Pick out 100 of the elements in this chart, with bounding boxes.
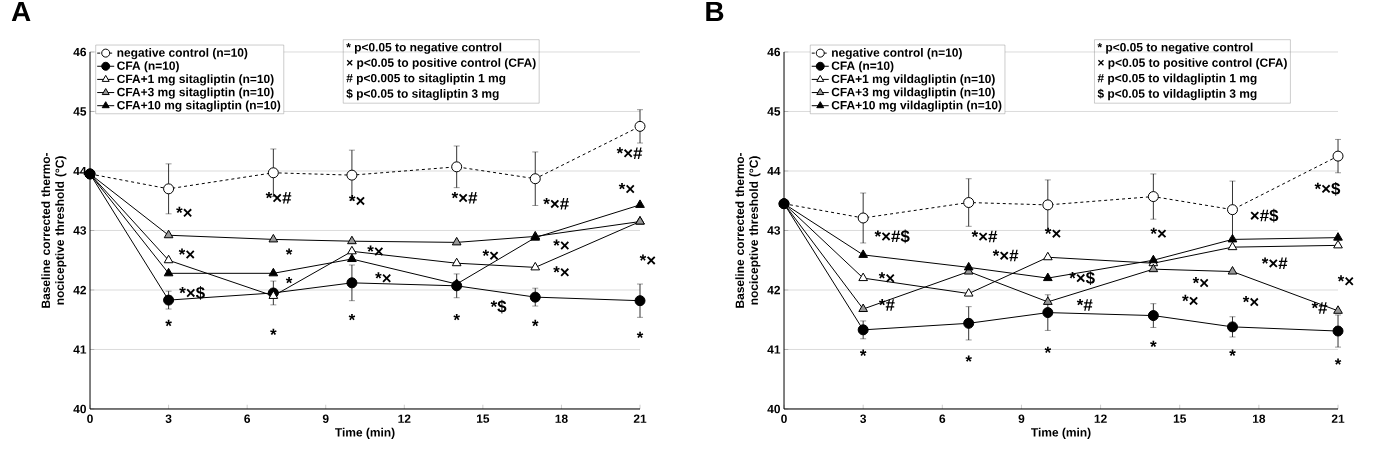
x-tick-label: 21 — [1331, 414, 1345, 423]
annotation: *×# — [543, 197, 569, 210]
annotation: *× — [878, 272, 895, 283]
legend-label: CFA (n=10) — [831, 61, 894, 73]
x-tick-label: 21 — [633, 414, 647, 423]
annotation: * — [1229, 349, 1236, 356]
x-tick-label: 15 — [476, 414, 490, 423]
annotation: * — [285, 277, 293, 284]
y-axis-title: Baseline corrected thermo-nociceptive threshold (°C) — [735, 152, 761, 308]
annotation: *× — [1044, 227, 1061, 238]
annotation: *×# — [1261, 257, 1288, 270]
chart-title: B — [706, 1, 724, 22]
x-tick-label: 12 — [398, 414, 411, 423]
chart-title: A — [11, 1, 31, 22]
annotation: *× — [1337, 275, 1354, 286]
annotation: *× — [375, 272, 391, 283]
y-tick-label: 45 — [73, 107, 87, 116]
annotation: * — [453, 313, 460, 321]
x-tick-label: 3 — [860, 414, 867, 423]
x-tick-label: 18 — [1252, 414, 1266, 423]
annotation: *$ — [490, 299, 507, 314]
legend-label: negative control (n=10) — [832, 48, 962, 60]
annotation: * — [348, 313, 356, 321]
annotation: *× — [639, 254, 656, 265]
annotation: *× — [553, 239, 569, 250]
annotation: $ p<0.05 to sitagliptin 3 mg — [346, 88, 499, 101]
annotation: *× — [1150, 227, 1167, 238]
annotation: *× — [1192, 277, 1209, 288]
legend-label: CFA+10 mg sitagliptin (n=10) — [117, 100, 281, 112]
x-tick-label: 0 — [87, 414, 93, 423]
annotation: *×# — [451, 191, 478, 204]
annotation: * p<0.05 to negative control — [1097, 42, 1253, 54]
x-tick-label: 6 — [939, 414, 946, 423]
annotation: × p<0.05 to positive control (CFA) — [346, 58, 536, 70]
annotation: *# — [1311, 302, 1328, 314]
annotation: *× — [178, 248, 195, 259]
annotation: *×# — [265, 191, 292, 204]
annotation: ×#$ — [1250, 208, 1279, 223]
y-tick-label: 42 — [73, 285, 87, 295]
x-tick-label: 12 — [1094, 414, 1107, 423]
y-tick-label: 43 — [767, 226, 781, 235]
y-tick-label: 41 — [767, 345, 781, 354]
annotation: * — [165, 319, 172, 327]
y-tick-label: 46 — [767, 47, 781, 57]
y-tick-label: 43 — [73, 226, 87, 235]
x-axis-title: Time (min) — [335, 427, 395, 439]
annotation: *# — [1076, 299, 1093, 311]
annotation: *×$ — [1069, 271, 1095, 285]
x-tick-label: 9 — [322, 414, 329, 423]
x-tick-label: 15 — [1173, 414, 1187, 423]
annotation: *× — [618, 183, 635, 194]
annotation: *×$ — [179, 286, 205, 300]
x-tick-label: 9 — [1018, 414, 1025, 423]
annotation: * — [285, 248, 293, 255]
x-tick-label: 3 — [165, 414, 172, 423]
y-tick-label: 46 — [73, 47, 87, 57]
annotation: *×# — [992, 249, 1019, 262]
annotation: *× — [367, 245, 384, 256]
y-tick-label: 42 — [767, 285, 781, 295]
annotation: *×# — [616, 147, 643, 159]
annotation: *×#$ — [874, 229, 910, 244]
y-tick-label: 45 — [767, 107, 781, 116]
annotation: * — [532, 319, 539, 327]
annotation: *# — [878, 299, 895, 311]
annotation: *× — [1242, 296, 1259, 307]
x-axis-title: Time (min) — [1031, 427, 1091, 439]
legend-label: negative control (n=10) — [117, 48, 248, 60]
legend-label: CFA+1 mg sitagliptin (n=10) — [117, 74, 274, 86]
annotation: * — [270, 328, 277, 336]
annotation: *× — [348, 194, 365, 206]
y-axis-title: Baseline corrected thermo-nociceptive threshold (°C) — [41, 152, 67, 308]
y-tick-label: 44 — [73, 166, 87, 176]
x-tick-label: 18 — [555, 414, 568, 423]
annotation: $ p<0.05 to vildagliptin 3 mg — [1097, 88, 1257, 101]
y-tick-label: 41 — [73, 345, 87, 354]
x-tick-label: 0 — [781, 414, 787, 423]
annotation: *× — [176, 206, 192, 218]
annotation: * — [1044, 346, 1052, 353]
annotation: * — [1334, 358, 1342, 365]
y-tick-label: 44 — [767, 166, 781, 176]
annotation: *× — [553, 266, 569, 277]
annotation: * — [965, 355, 972, 362]
annotation: * — [859, 349, 867, 356]
legend-label: CFA+3 mg vildagliptin (n=10) — [831, 87, 995, 99]
annotation: * — [1150, 340, 1157, 347]
x-tick-label: 6 — [244, 414, 251, 423]
annotation: * p<0.05 to negative control — [346, 42, 502, 54]
annotation: *×# — [971, 230, 998, 243]
annotation: * — [636, 331, 644, 339]
annotation: # p<0.005 to sitagliptin 1 mg — [346, 73, 506, 85]
legend-label: CFA+10 mg vildagliptin (n=10) — [831, 100, 1002, 112]
annotation: *×$ — [1314, 181, 1341, 196]
annotation: *× — [482, 249, 499, 260]
y-tick-label: 40 — [73, 404, 86, 414]
legend-label: CFA+3 mg sitagliptin (n=10) — [117, 87, 274, 99]
annotation: *× — [1182, 294, 1198, 306]
legend-label: CFA+1 mg vildagliptin (n=10) — [831, 74, 995, 86]
legend-label: CFA (n=10) — [117, 61, 179, 73]
annotation: # p<0.05 to vildagliptin 1 mg — [1097, 73, 1257, 85]
annotation: × p<0.05 to positive control (CFA) — [1097, 58, 1287, 70]
